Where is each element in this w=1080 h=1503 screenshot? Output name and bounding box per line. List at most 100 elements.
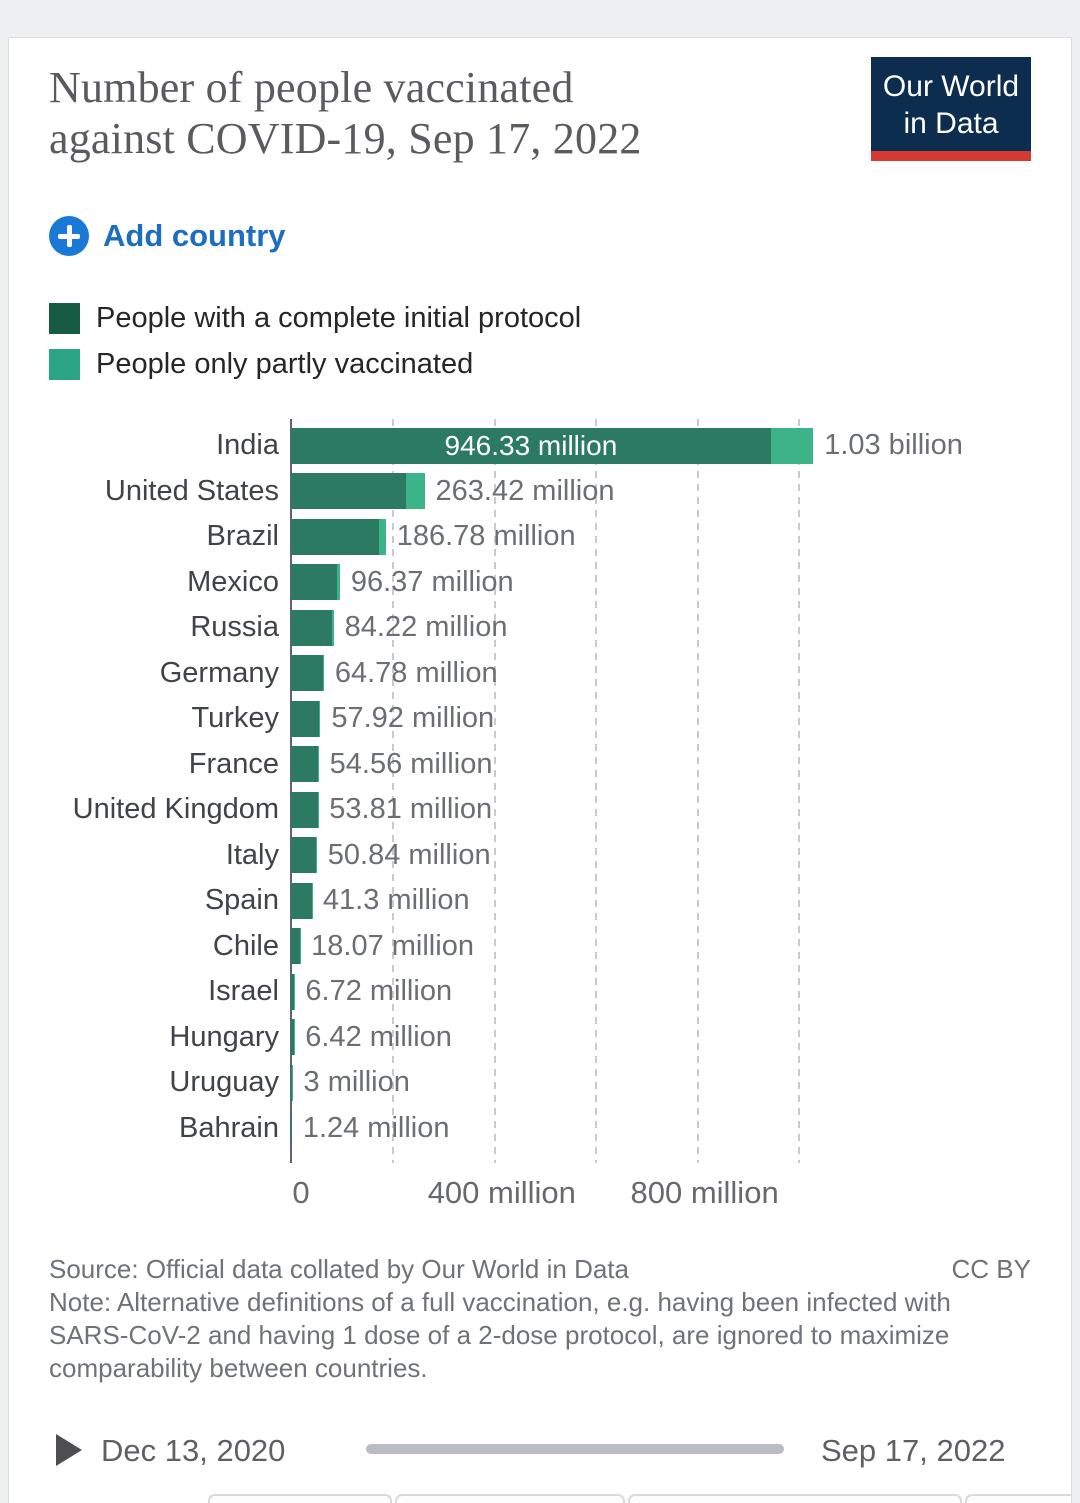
- bar-track: 84.22 million: [291, 609, 1071, 646]
- bar-track: 57.92 million: [291, 700, 1071, 737]
- bar-segment-partial[interactable]: [378, 518, 386, 555]
- country-label: Israel: [208, 975, 279, 1008]
- bar-segment-complete[interactable]: [291, 928, 300, 965]
- legend-label-complete: People with a complete initial protocol: [96, 302, 582, 334]
- bar-segment-complete[interactable]: 946.33 million: [291, 427, 771, 464]
- country-label: Chile: [212, 929, 279, 962]
- gridlines: [9, 419, 1071, 1163]
- bar-value-label: 64.78 million: [334, 656, 498, 689]
- plus-icon: [49, 216, 89, 256]
- bar-segment-partial[interactable]: [331, 609, 334, 646]
- note-text: Note: Alternative definitions of a full …: [49, 1287, 951, 1383]
- country-label: India: [216, 429, 279, 462]
- bar-segment-complete[interactable]: [291, 473, 406, 510]
- bar-segment-complete[interactable]: [291, 791, 318, 828]
- play-button[interactable]: [56, 1434, 82, 1466]
- bar-value-label: 1.03 billion: [824, 429, 963, 462]
- legend-swatch-partial: [49, 349, 80, 380]
- bar-track: 54.56 million: [291, 746, 1071, 783]
- logo-text-line-1: Our World: [882, 70, 1020, 103]
- footer-button[interactable]: [965, 1494, 1071, 1503]
- bar-segment-complete[interactable]: [291, 973, 295, 1010]
- country-label: Italy: [225, 838, 279, 871]
- bar-row: France 54.56 million: [9, 742, 1071, 788]
- bar-segment-complete[interactable]: [291, 564, 337, 601]
- add-country-button[interactable]: Add country: [49, 216, 286, 256]
- footer-button[interactable]: [628, 1494, 962, 1503]
- country-label: France: [188, 747, 279, 780]
- gridline-800m: [696, 419, 699, 1163]
- bar-row: Brazil 186.78 million: [9, 514, 1071, 560]
- gridline-1000m: [798, 419, 800, 1163]
- timeline-slider-track[interactable]: [366, 1444, 784, 1454]
- bar-row: United States 263.42 million: [9, 469, 1071, 515]
- bar-row: Hungary 6.42 million: [9, 1015, 1071, 1061]
- legend-swatch-complete: [49, 303, 80, 334]
- bar-segment-complete[interactable]: [291, 1110, 292, 1147]
- bar-value-label: 50.84 million: [327, 838, 491, 871]
- bar-track: 3 million: [291, 1064, 1071, 1101]
- add-country-label: Add country: [103, 218, 286, 253]
- bar-segment-partial[interactable]: [316, 837, 317, 874]
- chart-card: Number of people vaccinated against COVI…: [8, 37, 1072, 1503]
- x-axis: 0 400 million 800 million: [9, 1175, 1071, 1215]
- bar-track: 50.84 million: [291, 837, 1071, 874]
- bar-track: 41.3 million: [291, 882, 1071, 919]
- bar-value-label: 3 million: [303, 1066, 410, 1099]
- bar-chart: India 946.33 million 1.03 billion United St…: [9, 419, 1071, 1217]
- country-label: United States: [104, 474, 279, 507]
- bar-value-label: 6.72 million: [305, 975, 453, 1008]
- bar-segment-complete[interactable]: [291, 1064, 293, 1101]
- source-text: Source: Official data collated by Our Wo…: [49, 1254, 629, 1284]
- bar-segment-complete[interactable]: [291, 837, 317, 874]
- bar-segment-partial[interactable]: [405, 473, 425, 510]
- bar-row: Russia 84.22 million: [9, 605, 1071, 651]
- country-label: Brazil: [206, 520, 279, 553]
- bar-track: 53.81 million: [291, 791, 1071, 828]
- bar-value-label: 1.24 million: [302, 1111, 450, 1144]
- bar-value-label: 53.81 million: [329, 793, 493, 826]
- bar-segment-complete[interactable]: [291, 609, 332, 646]
- country-label: United Kingdom: [72, 793, 279, 826]
- bar-row: Spain 41.3 million: [9, 878, 1071, 924]
- bar-segment-complete[interactable]: [291, 700, 319, 737]
- bar-segment-complete[interactable]: [291, 882, 312, 919]
- timeline: Dec 13, 2020 Sep 17, 2022: [49, 1422, 1031, 1478]
- bar-track: 18.07 million: [291, 928, 1071, 965]
- bar-value-label: 57.92 million: [331, 702, 495, 735]
- bar-value-label: 6.42 million: [305, 1020, 452, 1053]
- bar-row: Chile 18.07 million: [9, 924, 1071, 970]
- bar-value-label: 54.56 million: [329, 747, 493, 780]
- bar-track: 946.33 million 1.03 billion: [291, 427, 1071, 464]
- y-axis-line: [290, 419, 292, 1163]
- owid-logo[interactable]: Our World in Data: [871, 57, 1031, 161]
- bar-segment-complete[interactable]: [291, 655, 323, 692]
- gridline-600m: [595, 419, 598, 1163]
- footer-button[interactable]: [208, 1494, 392, 1503]
- bar-segment-partial[interactable]: [317, 746, 319, 783]
- footer-button[interactable]: [395, 1494, 625, 1503]
- bar-row: United Kingdom 53.81 million: [9, 787, 1071, 833]
- bar-segment-complete[interactable]: [291, 746, 318, 783]
- country-label: Hungary: [169, 1020, 279, 1053]
- bar-segment-partial[interactable]: [770, 427, 814, 464]
- legend-item-partial: People only partly vaccinated: [49, 348, 1031, 381]
- page-title: Number of people vaccinated against COVI…: [49, 62, 642, 164]
- timeline-end-date: Sep 17, 2022: [821, 1433, 1006, 1468]
- x-axis-tick-label: 400 million: [427, 1175, 576, 1210]
- bar-value-label: 263.42 million: [435, 474, 615, 507]
- bar-value-label: 186.78 million: [396, 520, 576, 553]
- bar-segment-complete[interactable]: [291, 1019, 295, 1056]
- timeline-start-date: Dec 13, 2020: [101, 1433, 286, 1468]
- bar-track: 186.78 million: [291, 518, 1071, 555]
- bar-value-label: 18.07 million: [311, 929, 474, 962]
- bar-value-label: 41.3 million: [322, 884, 470, 917]
- bar-row: Bahrain 1.24 million: [9, 1106, 1071, 1152]
- license-link[interactable]: CC BY: [951, 1254, 1031, 1284]
- bar-segment-complete[interactable]: [291, 518, 379, 555]
- bar-segment-partial[interactable]: [336, 564, 340, 601]
- bar-row: Turkey 57.92 million: [9, 696, 1071, 742]
- bar-segment-partial[interactable]: [318, 700, 321, 737]
- country-label: Turkey: [191, 702, 279, 735]
- bar-segment-partial[interactable]: [322, 655, 324, 692]
